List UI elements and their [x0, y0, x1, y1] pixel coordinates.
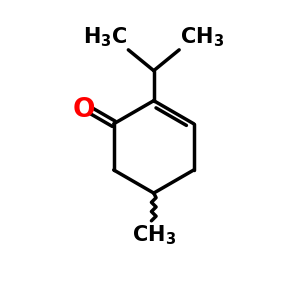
- Text: $\mathregular{CH_3}$: $\mathregular{CH_3}$: [132, 224, 176, 247]
- Text: O: O: [72, 97, 95, 123]
- Text: $\mathregular{H_3C}$: $\mathregular{H_3C}$: [83, 25, 127, 49]
- Text: $\mathregular{CH_3}$: $\mathregular{CH_3}$: [180, 25, 224, 49]
